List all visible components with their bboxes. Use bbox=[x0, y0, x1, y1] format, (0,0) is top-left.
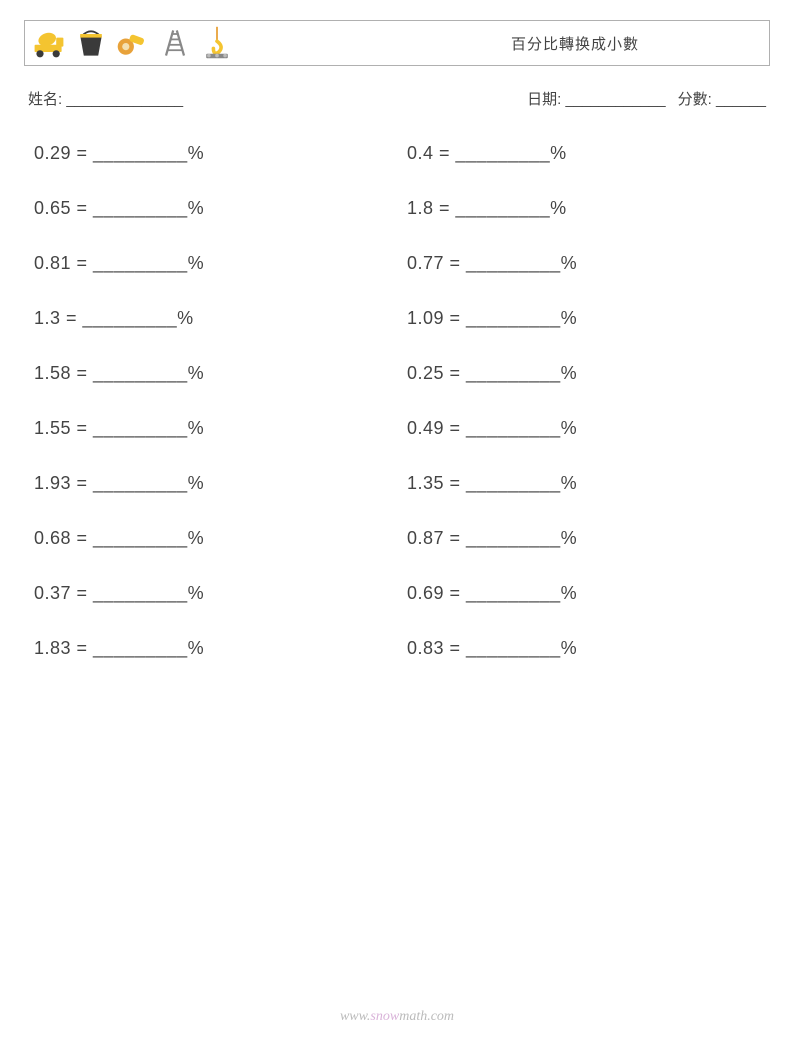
problem-item: 0.37 = _________% bbox=[34, 583, 387, 604]
problem-item: 0.68 = _________% bbox=[34, 528, 387, 549]
problem-item: 1.35 = _________% bbox=[407, 473, 760, 494]
date-label: 日期: bbox=[527, 91, 561, 108]
worksheet-title: 百分比轉换成小數 bbox=[511, 33, 759, 54]
meta-row: 姓名: ______________ 日期: ____________ 分數: … bbox=[28, 88, 766, 109]
problem-item: 1.8 = _________% bbox=[407, 198, 760, 219]
problem-item: 1.55 = _________% bbox=[34, 418, 387, 439]
problem-item: 0.87 = _________% bbox=[407, 528, 760, 549]
score-field: 分數: ______ bbox=[678, 88, 766, 109]
crane-hook-icon bbox=[199, 25, 235, 61]
problem-item: 0.25 = _________% bbox=[407, 363, 760, 384]
problems-grid: 0.29 = _________% 0.4 = _________% 0.65 = … bbox=[24, 143, 770, 659]
score-blank: ______ bbox=[716, 91, 766, 108]
problem-item: 0.65 = _________% bbox=[34, 198, 387, 219]
date-blank: ____________ bbox=[565, 91, 665, 108]
footer-suffix: .com bbox=[427, 1009, 454, 1024]
problem-item: 0.77 = _________% bbox=[407, 253, 760, 274]
name-label: 姓名: bbox=[28, 91, 62, 108]
footer-prefix: www. bbox=[340, 1009, 370, 1024]
score-label: 分數: bbox=[678, 91, 712, 108]
problem-item: 1.93 = _________% bbox=[34, 473, 387, 494]
worksheet-page: 百分比轉换成小數 姓名: ______________ 日期: ________… bbox=[0, 0, 794, 1053]
problem-item: 1.58 = _________% bbox=[34, 363, 387, 384]
footer-accent: snow bbox=[370, 1009, 399, 1024]
problem-item: 1.83 = _________% bbox=[34, 638, 387, 659]
name-blank: ______________ bbox=[66, 91, 183, 108]
header-icons bbox=[31, 25, 235, 61]
meta-right: 日期: ____________ 分數: ______ bbox=[527, 88, 766, 109]
cement-truck-icon bbox=[31, 25, 67, 61]
problem-item: 0.81 = _________% bbox=[34, 253, 387, 274]
footer-mid: math bbox=[399, 1009, 427, 1024]
bucket-icon bbox=[73, 25, 109, 61]
problem-item: 1.3 = _________% bbox=[34, 308, 387, 329]
footer: www.snowmath.com bbox=[0, 1009, 794, 1025]
date-field: 日期: ____________ bbox=[527, 88, 665, 109]
ladder-icon bbox=[157, 25, 193, 61]
header-box: 百分比轉换成小數 bbox=[24, 20, 770, 66]
problem-item: 0.29 = _________% bbox=[34, 143, 387, 164]
grinder-icon bbox=[115, 25, 151, 61]
problem-item: 1.09 = _________% bbox=[407, 308, 760, 329]
problem-item: 0.49 = _________% bbox=[407, 418, 760, 439]
problem-item: 0.4 = _________% bbox=[407, 143, 760, 164]
problem-item: 0.83 = _________% bbox=[407, 638, 760, 659]
name-field: 姓名: ______________ bbox=[28, 88, 183, 109]
problem-item: 0.69 = _________% bbox=[407, 583, 760, 604]
